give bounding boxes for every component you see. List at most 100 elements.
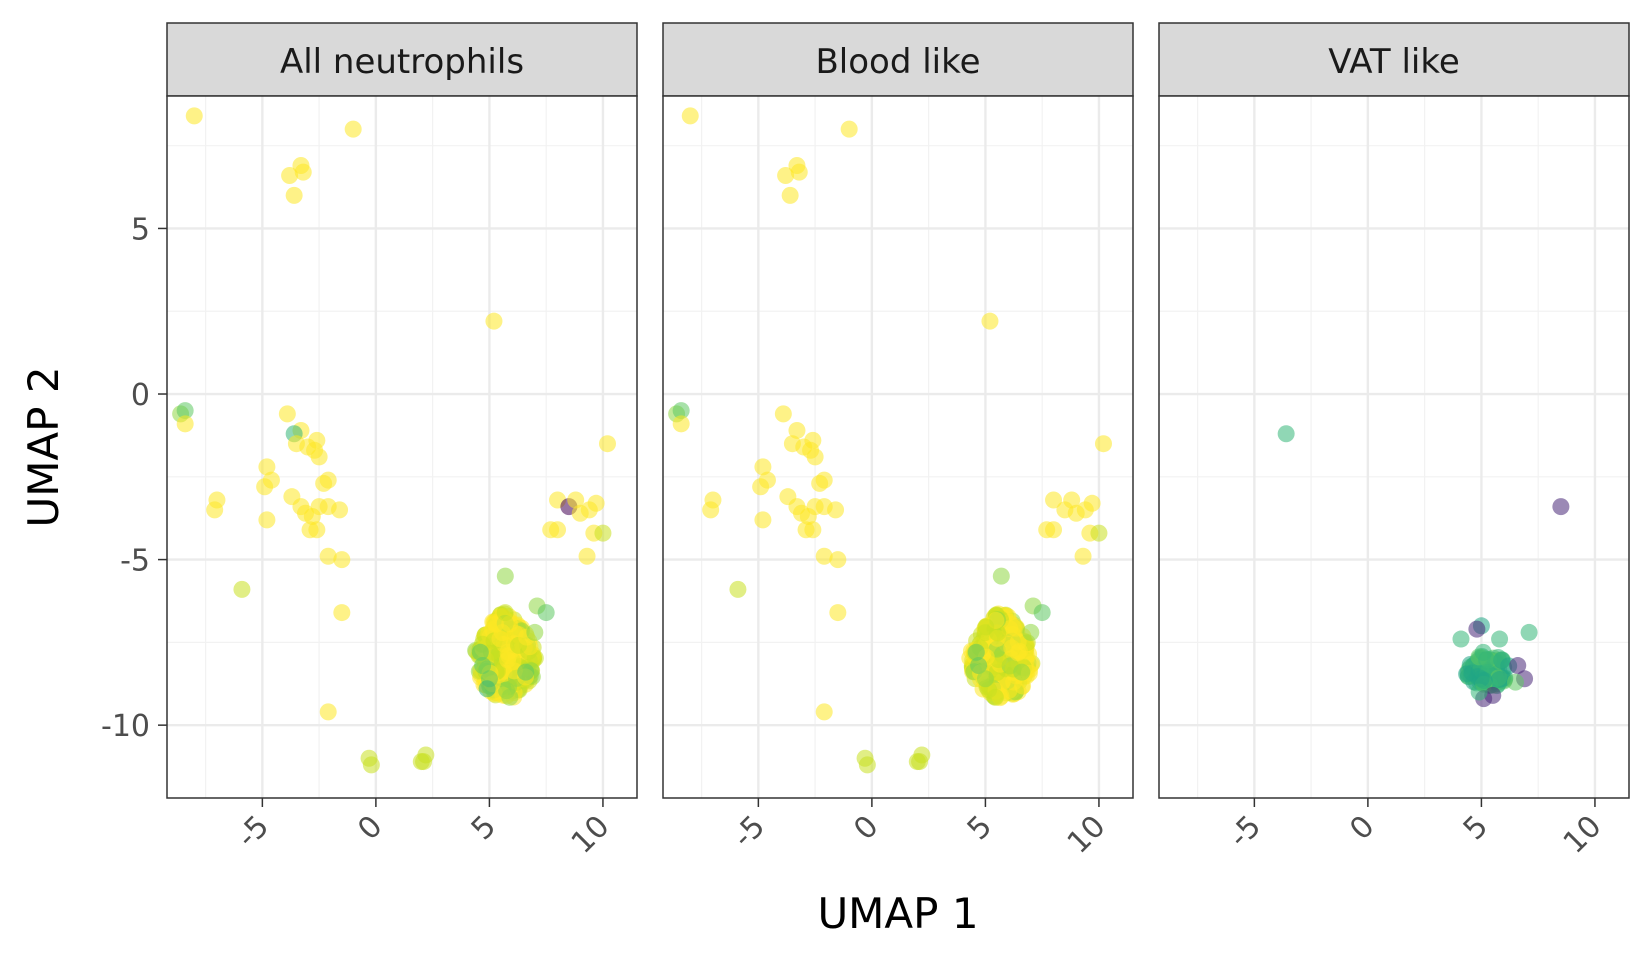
data-point <box>1470 683 1488 701</box>
cluster-point <box>1458 665 1476 683</box>
y-tick-label: -10 <box>101 709 150 744</box>
panel-vat-like: VAT like -5 0 5 10 <box>1158 22 1630 861</box>
data-point <box>474 657 492 675</box>
data-point <box>754 458 772 476</box>
data-point <box>496 567 514 585</box>
data-point <box>537 604 555 622</box>
data-point <box>1094 435 1112 453</box>
strip-title: Blood like <box>815 42 980 82</box>
data-point <box>319 703 337 721</box>
cluster-point <box>486 615 504 633</box>
data-point <box>281 166 299 184</box>
data-point <box>976 670 994 688</box>
data-point <box>1506 673 1524 691</box>
y-axis: 5 0 -5 -10 <box>101 212 167 744</box>
grid-layer <box>1159 96 1629 798</box>
data-point <box>294 163 312 181</box>
data-point <box>362 756 380 774</box>
data-point <box>1509 657 1527 675</box>
data-point <box>285 186 303 204</box>
panel-plot-area <box>663 96 1133 798</box>
point-layer <box>668 107 1112 774</box>
data-point <box>829 551 847 569</box>
data-point <box>1074 547 1092 565</box>
cluster-point <box>1009 644 1027 662</box>
data-point <box>827 501 845 519</box>
cluster-point <box>986 688 1004 706</box>
y-tick-label: 0 <box>131 378 150 413</box>
data-point <box>804 521 822 539</box>
data-point <box>580 501 598 519</box>
data-point <box>233 580 251 598</box>
data-point <box>1090 524 1108 542</box>
data-point <box>1022 623 1040 641</box>
data-point <box>781 186 799 204</box>
data-point <box>176 415 194 433</box>
data-point <box>790 163 808 181</box>
data-point <box>258 458 276 476</box>
cluster-point <box>1472 670 1490 688</box>
panel-all-neutrophils: All neutrophils -5 0 5 10 <box>166 22 638 861</box>
data-point <box>777 166 795 184</box>
data-point <box>788 421 806 439</box>
panel-plot-area <box>1159 96 1629 798</box>
data-point <box>702 501 720 519</box>
data-point <box>672 402 690 420</box>
y-axis-title: UMAP 2 <box>19 366 68 527</box>
data-point <box>815 703 833 721</box>
data-point <box>333 551 351 569</box>
y-tick-label: 5 <box>131 212 150 247</box>
data-point <box>829 604 847 622</box>
data-point <box>526 623 544 641</box>
strip-background <box>662 22 1134 97</box>
y-tick-label: -5 <box>120 544 150 579</box>
data-point <box>567 491 585 509</box>
data-point <box>1468 620 1486 638</box>
cluster-point <box>496 604 514 622</box>
data-point <box>1277 425 1295 443</box>
data-point <box>598 435 616 453</box>
data-point <box>806 448 824 466</box>
data-point <box>840 120 858 138</box>
point-layer <box>172 107 616 774</box>
data-point <box>176 402 194 420</box>
data-point <box>319 547 337 565</box>
data-point <box>333 604 351 622</box>
data-point <box>729 580 747 598</box>
data-point <box>1520 623 1538 641</box>
data-point <box>549 521 567 539</box>
data-point <box>752 478 770 496</box>
data-point <box>206 501 224 519</box>
data-point <box>754 511 772 529</box>
data-point <box>1045 521 1063 539</box>
data-point <box>517 663 535 681</box>
cluster-point <box>498 682 516 700</box>
data-point <box>594 524 612 542</box>
data-point <box>478 680 496 698</box>
data-point <box>1484 686 1502 704</box>
data-point <box>256 478 274 496</box>
data-point <box>911 753 929 771</box>
data-point <box>344 120 362 138</box>
data-point <box>331 501 349 519</box>
data-point <box>970 657 988 675</box>
data-point <box>278 405 296 423</box>
cluster-point <box>499 651 517 669</box>
data-point <box>967 643 985 661</box>
x-axis-title: UMAP 1 <box>817 889 978 938</box>
panel-border <box>166 95 638 799</box>
strip-background <box>1158 22 1630 97</box>
data-point <box>1076 501 1094 519</box>
data-point <box>1045 491 1063 509</box>
strip-title: VAT like <box>1328 42 1460 82</box>
grid-layer <box>167 96 637 798</box>
strip-background <box>166 22 638 97</box>
data-point <box>1033 604 1051 622</box>
data-point <box>981 312 999 330</box>
data-point <box>1452 630 1470 648</box>
data-point <box>258 511 276 529</box>
data-point <box>681 107 699 125</box>
strip-title: All neutrophils <box>280 42 524 82</box>
data-point <box>774 405 792 423</box>
